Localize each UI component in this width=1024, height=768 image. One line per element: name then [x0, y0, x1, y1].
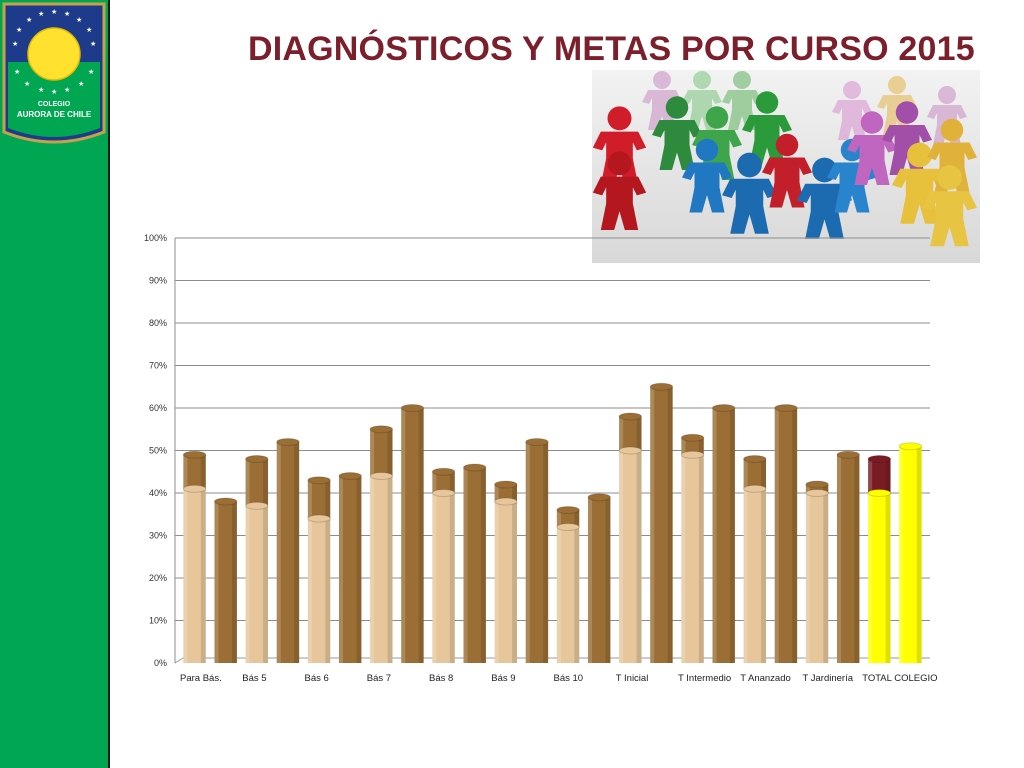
bar-goal-segment	[369, 425, 394, 476]
bar-diagnostic	[743, 484, 767, 663]
bar-goal-segment	[494, 480, 518, 502]
y-tick-label: 80%	[149, 318, 167, 328]
bar-diagnostic	[431, 489, 456, 663]
bar-goal	[836, 450, 860, 663]
svg-text:★: ★	[14, 68, 20, 76]
bar-diagnostic	[494, 497, 518, 663]
paper-people-photo	[592, 70, 980, 263]
svg-text:★: ★	[51, 88, 57, 96]
y-tick-label: 30%	[149, 531, 167, 541]
bar-diagnostic	[680, 450, 705, 663]
school-logo: ★ ★ ★ ★ ★ ★ ★ ★ ★ ★ ★ ★ ★ ★ ★ ★ COLEGIO AURORA DE …	[2, 2, 106, 144]
bar-diagnostic	[618, 446, 643, 663]
svg-text:★: ★	[64, 86, 70, 94]
bar-goal	[462, 463, 487, 663]
x-tick-label: Bás 8	[429, 673, 453, 684]
svg-text:★: ★	[88, 68, 94, 76]
bar-diagnostic	[245, 501, 269, 663]
x-tick-label: TOTAL COLEGIO	[862, 673, 937, 684]
bar-goal-segment	[618, 412, 643, 451]
logo-line2: AURORA DE CHILE	[17, 110, 92, 119]
svg-text:★: ★	[51, 8, 57, 16]
svg-text:★: ★	[86, 26, 92, 34]
bar-goal-segment	[182, 450, 207, 489]
x-tick-label: T Inicial	[616, 673, 649, 684]
x-tick-label: Bás 6	[305, 673, 329, 684]
svg-text:★: ★	[90, 40, 96, 48]
svg-text:★: ★	[16, 26, 22, 34]
logo-line1: COLEGIO	[38, 101, 71, 108]
bar-goal	[711, 404, 736, 663]
bar-goal	[338, 472, 362, 663]
bar-diagnostic	[182, 484, 207, 663]
bar-goal	[898, 442, 923, 663]
chart-floor	[174, 657, 930, 664]
bar-goal	[400, 404, 425, 663]
y-tick-label: 70%	[149, 361, 167, 371]
y-tick-label: 0%	[154, 658, 167, 668]
bar-goal	[649, 382, 674, 663]
bar-goal-segment	[867, 455, 892, 493]
x-tick-label: Bás 10	[554, 673, 584, 684]
x-tick-label: Bás 7	[367, 673, 391, 684]
bar-goal	[587, 493, 611, 663]
bar-goal-segment	[307, 476, 331, 519]
x-tick-label: Bás 5	[242, 673, 266, 684]
x-tick-label: Para Bás.	[180, 673, 222, 684]
svg-text:★: ★	[76, 16, 82, 24]
svg-text:★: ★	[64, 10, 70, 18]
bar-diagnostic	[369, 472, 394, 663]
y-tick-label: 100%	[144, 233, 167, 243]
bar-goal-segment	[245, 455, 269, 506]
y-tick-label: 20%	[149, 573, 167, 583]
y-tick-label: 90%	[149, 276, 167, 286]
svg-text:★: ★	[12, 40, 18, 48]
svg-text:★: ★	[38, 10, 44, 18]
bar-diagnostic	[307, 514, 331, 663]
x-tick-label: T Jardinería	[803, 673, 854, 684]
bar-diagnostic	[556, 523, 580, 663]
bar-goal	[525, 438, 549, 663]
svg-text:★: ★	[78, 80, 84, 88]
bar-goal	[774, 404, 798, 663]
x-tick-label: T Intermedio	[678, 673, 731, 684]
bar-goal-segment	[743, 455, 767, 489]
y-tick-label: 60%	[149, 403, 167, 413]
y-tick-label: 40%	[149, 488, 167, 498]
bar-diagnostic	[805, 489, 829, 663]
x-tick-label: T Ananzado	[740, 673, 791, 684]
svg-text:★: ★	[38, 86, 44, 94]
y-tick-label: 10%	[149, 616, 167, 626]
bar-diagnostic	[867, 489, 892, 663]
bar-goal	[213, 497, 238, 663]
bar-goal-segment	[805, 480, 829, 493]
page-title: DIAGNÓSTICOS Y METAS POR CURSO 2015	[248, 30, 975, 68]
bar-goal-segment	[556, 506, 580, 527]
bar-goal-segment	[680, 433, 705, 455]
diagnostics-goals-chart: 0% 10% 20% 30% 40% 50% 60% 70% 80% 90% 100% Para B…	[144, 233, 938, 684]
svg-text:★: ★	[26, 16, 32, 24]
y-tick-label: 50%	[149, 446, 167, 456]
bar-goal	[276, 438, 300, 663]
x-tick-label: Bás 9	[491, 673, 515, 684]
svg-text:★: ★	[24, 80, 30, 88]
bar-goal-segment	[431, 467, 456, 493]
